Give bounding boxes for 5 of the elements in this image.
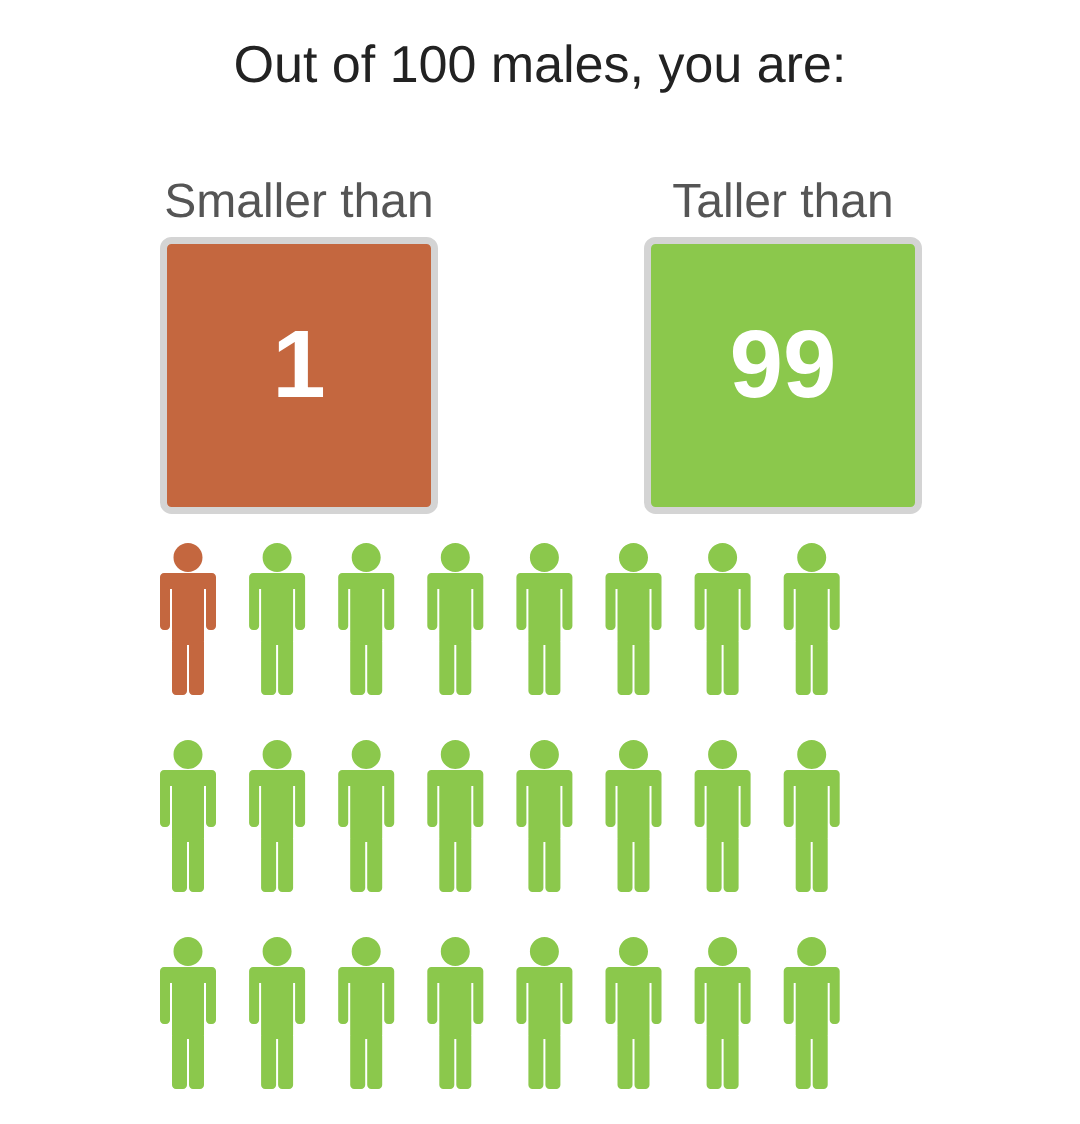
data-label: 99 [732, 329, 833, 398]
category-label: Taller than [673, 182, 891, 218]
category-label: Smaller than [166, 182, 431, 218]
text: Out of 100 males, you are: [236, 44, 842, 93]
data-label: 1 [278, 330, 324, 397]
